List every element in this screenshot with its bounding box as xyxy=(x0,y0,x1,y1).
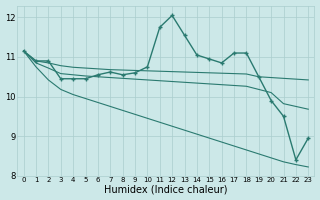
X-axis label: Humidex (Indice chaleur): Humidex (Indice chaleur) xyxy=(104,184,228,194)
